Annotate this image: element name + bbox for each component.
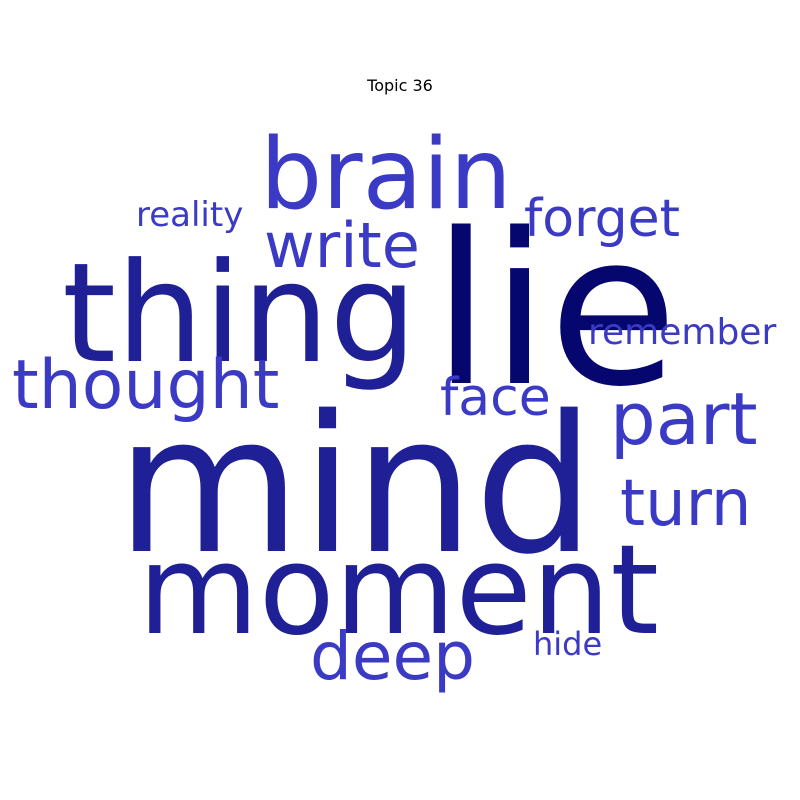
word-forget: forget xyxy=(524,189,680,250)
word-mind: mind xyxy=(116,374,595,596)
chart-title: Topic 36 xyxy=(367,76,433,95)
word-reality: reality xyxy=(136,195,244,236)
word-thing: thing xyxy=(62,233,417,395)
word-brain: brain xyxy=(260,117,512,232)
word-lie: lie xyxy=(432,188,678,434)
word-turn: turn xyxy=(620,467,752,542)
word-hide: hide xyxy=(533,624,603,663)
word-part: part xyxy=(610,377,758,462)
word-remember: remember xyxy=(588,311,777,353)
word-thought: thought xyxy=(12,346,280,426)
word-moment: moment xyxy=(138,518,659,663)
word-deep: deep xyxy=(310,617,475,695)
word-face: face xyxy=(440,368,551,429)
word-write: write xyxy=(264,208,420,282)
